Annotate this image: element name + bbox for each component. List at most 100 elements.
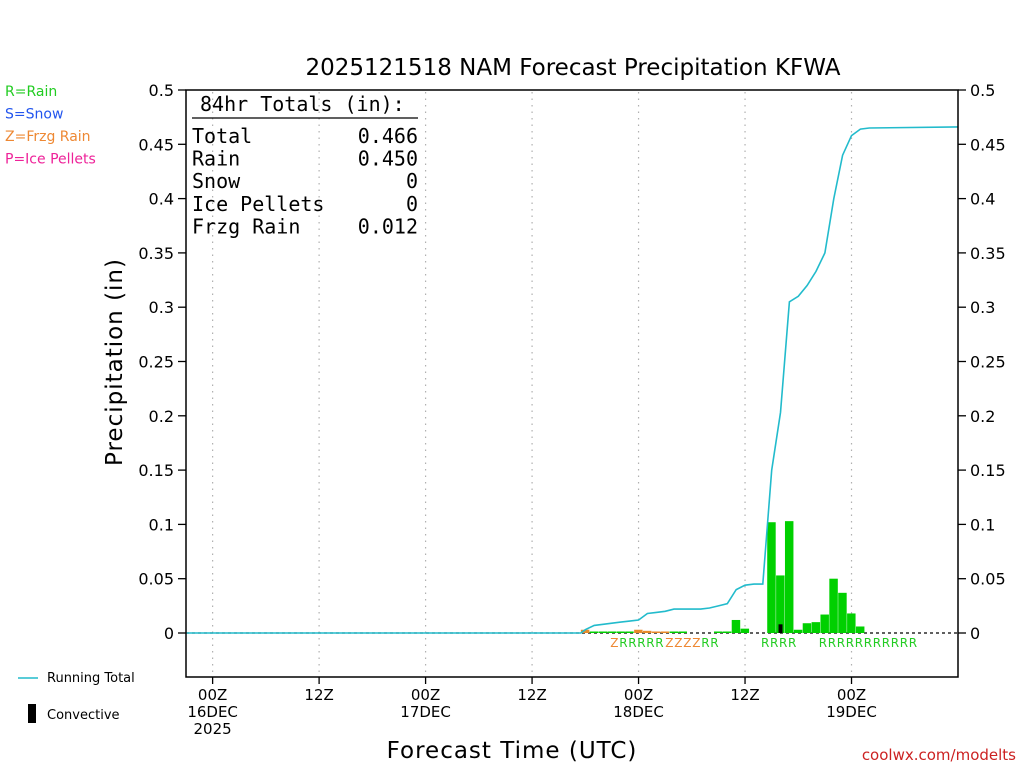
ytick-label-left-0: 0.5 — [149, 81, 174, 100]
precip-bar-14 — [731, 619, 741, 633]
ytick-label-left-10: 0 — [164, 624, 174, 643]
y-axis-label: Precipitation (in) — [102, 258, 128, 466]
ytick-label-left-4: 0.3 — [149, 298, 174, 317]
precip-bar-7 — [642, 630, 652, 633]
ptype-letter-0-5: R — [655, 636, 663, 650]
ptype-letter-3-5: R — [864, 636, 872, 650]
ptype-letter-2-1: R — [770, 636, 778, 650]
xtick-label-2-0: 00Z — [411, 686, 440, 704]
precip-bar-0 — [580, 629, 590, 633]
totals-label-0: Total — [192, 124, 252, 148]
ptype-letter-0-4: R — [646, 636, 654, 650]
precip-bar-23 — [829, 578, 838, 633]
ytick-label-left-2: 0.4 — [149, 190, 174, 209]
ytick-label-right-5: 0.25 — [970, 353, 1006, 372]
precip-bar-12 — [713, 631, 723, 633]
ptype-letter-3-10: R — [909, 636, 917, 650]
ytick-label-right-7: 0.15 — [970, 461, 1006, 480]
precip-bar-24 — [838, 592, 847, 633]
precip-bar-18 — [784, 521, 794, 633]
convective-legend-label: Convective — [47, 708, 120, 723]
ptype-letter-0-3: R — [637, 636, 645, 650]
chart-title: 2025121518 NAM Forecast Precipitation KF… — [306, 55, 841, 81]
bars-layer — [580, 521, 865, 633]
ptype-label-1: ZZZZRR — [665, 636, 718, 650]
totals-header: 84hr Totals (in): — [200, 92, 405, 116]
totals-label-3: Ice Pellets — [192, 192, 324, 216]
ytick-label-left-1: 0.45 — [138, 135, 174, 154]
ytick-label-left-7: 0.15 — [138, 461, 174, 480]
ptype-label-0: ZRRRRR — [610, 636, 663, 650]
totals-value-0: 0.466 — [358, 124, 418, 148]
ptype-letter-2-0: R — [761, 636, 769, 650]
ptype-letter-3-2: R — [837, 636, 845, 650]
type-legend-frzg-rain: Z=Frzg Rain — [5, 129, 91, 145]
convective-bar-0 — [778, 624, 783, 633]
ptype-letter-1-4: R — [701, 636, 709, 650]
ptype-letter-3-3: R — [846, 636, 854, 650]
precip-bar-20 — [802, 623, 812, 633]
precip-bar-16 — [767, 522, 776, 633]
ytick-label-left-9: 0.05 — [138, 570, 174, 589]
xtick-label-4-0: 00Z — [624, 686, 653, 704]
text-layer: 2025121518 NAM Forecast Precipitation KF… — [5, 55, 1016, 764]
precip-bar-11 — [678, 631, 687, 633]
ytick-label-right-3: 0.35 — [970, 244, 1006, 263]
ytick-label-left-5: 0.25 — [138, 353, 174, 372]
x-axis-label: Forecast Time (UTC) — [387, 738, 638, 764]
ytick-label-right-0: 0.5 — [970, 81, 995, 100]
xtick-label-5-0: 12Z — [730, 686, 759, 704]
precip-bar-15 — [740, 628, 750, 633]
ytick-label-right-1: 0.45 — [970, 135, 1006, 154]
convective-legend-swatch — [28, 704, 36, 723]
totals-value-1: 0.450 — [358, 147, 418, 171]
precip-bar-26 — [855, 626, 865, 633]
totals-value-4: 0.012 — [358, 214, 418, 238]
ptype-label-2: RRRR — [761, 636, 796, 650]
totals-label-2: Snow — [192, 169, 241, 193]
totals-value-2: 0 — [406, 169, 418, 193]
type-legend-ice-pellets: P=Ice Pellets — [5, 152, 96, 168]
type-legend-snow: S=Snow — [5, 107, 63, 123]
precip-bar-1 — [589, 631, 599, 633]
xtick-label-0-1: 16DEC — [187, 703, 238, 721]
ytick-label-right-10: 0 — [970, 624, 980, 643]
ptype-letter-3-4: R — [855, 636, 863, 650]
plot-frame — [185, 89, 959, 678]
xtick-label-6-1: 19DEC — [826, 703, 877, 721]
precip-bar-9 — [660, 631, 670, 633]
ytick-label-left-3: 0.35 — [138, 244, 174, 263]
ptype-letter-3-7: R — [882, 636, 890, 650]
ptype-letter-3-0: R — [819, 636, 827, 650]
ytick-label-right-2: 0.4 — [970, 190, 995, 209]
type-legend-rain: R=Rain — [5, 84, 57, 100]
xtick-label-4-1: 18DEC — [613, 703, 664, 721]
precip-bar-8 — [651, 631, 661, 633]
totals-label-4: Frzg Rain — [192, 214, 300, 238]
precip-bar-21 — [811, 622, 821, 633]
precip-bar-19 — [793, 629, 803, 633]
precip-bar-3 — [607, 631, 616, 633]
totals-label-1: Rain — [192, 147, 240, 171]
credit-text: coolwx.com/modelts — [862, 746, 1016, 764]
precip-bar-4 — [616, 631, 625, 633]
xtick-label-1-0: 12Z — [304, 686, 333, 704]
precip-bar-13 — [722, 631, 732, 633]
xtick-label-0-0: 00Z — [198, 686, 227, 704]
ytick-label-right-4: 0.3 — [970, 298, 995, 317]
ptype-letter-1-0: Z — [665, 636, 673, 650]
ytick-label-right-6: 0.2 — [970, 407, 995, 426]
precip-bar-5 — [625, 631, 634, 633]
precip-bar-6 — [634, 629, 643, 633]
ptype-letter-0-2: R — [628, 636, 636, 650]
ptype-letter-1-1: Z — [674, 636, 682, 650]
ptype-letter-2-2: R — [779, 636, 787, 650]
precip-bar-10 — [669, 631, 679, 633]
ptype-letter-0-0: Z — [610, 636, 618, 650]
precip-bar-22 — [820, 614, 829, 633]
xtick-label-6-0: 00Z — [837, 686, 866, 704]
xtick-label-0-2: 2025 — [194, 720, 232, 738]
ptype-letter-0-1: R — [619, 636, 627, 650]
xtick-label-3-0: 12Z — [517, 686, 546, 704]
